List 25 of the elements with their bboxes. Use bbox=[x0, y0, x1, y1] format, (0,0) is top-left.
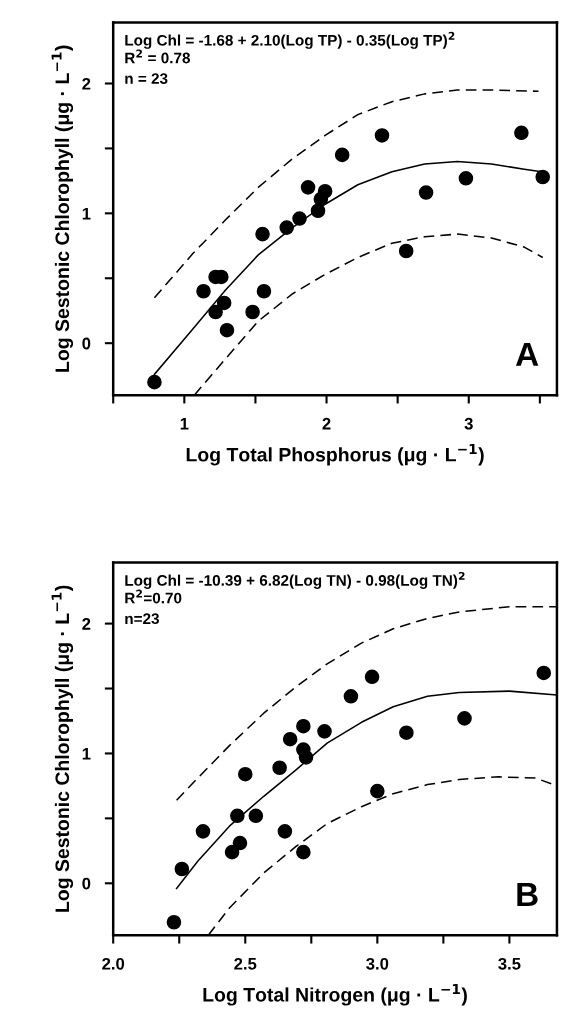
x-axis-title: Log Total Nitrogen (μg · L$^{−1}$) bbox=[203, 984, 467, 1006]
x-tick-label: 2.0 bbox=[102, 957, 125, 970]
y-tick-label: 0 bbox=[82, 337, 91, 350]
annotation: A bbox=[515, 342, 539, 366]
x-tick-label: 3.5 bbox=[498, 957, 521, 970]
annotation: B bbox=[517, 883, 538, 906]
y-tick-label: 2 bbox=[82, 618, 91, 630]
annotation: R$^{2}$ = 0.78 bbox=[125, 49, 191, 64]
y-axis-title: Log Sestonic Chlorophyll (μg · L$^{−1}$) bbox=[51, 585, 74, 912]
annotation: Log Chl = -1.68 + 2.10(Log TP) - 0.35(Log TP)$^{2}$ bbox=[125, 31, 455, 49]
x-tick-label: 3 bbox=[464, 417, 473, 430]
annotation: n = 23 bbox=[125, 73, 168, 85]
x-tick-label: 2.5 bbox=[234, 957, 257, 970]
annotation: R$^{2}$=0.70 bbox=[125, 589, 182, 604]
x-tick-label: 2 bbox=[322, 417, 331, 430]
x-axis-title: Log Total Phosphorus (μg · L$^{−1}$) bbox=[186, 444, 484, 466]
annotation: Log Chl = -10.39 + 6.82(Log TN) - 0.98(Log TN)$^{2}$ bbox=[125, 571, 465, 589]
y-tick-label: 0 bbox=[82, 877, 91, 890]
x-tick-label: 1 bbox=[180, 417, 189, 430]
y-tick-label: 2 bbox=[82, 77, 91, 90]
x-tick-label: 3.0 bbox=[366, 957, 389, 970]
y-tick-label: 1 bbox=[82, 748, 91, 760]
y-axis-title: Log Sestonic Chlorophyll (μg · L$^{−1}$) bbox=[51, 45, 74, 372]
y-tick-label: 1 bbox=[82, 207, 91, 220]
annotation: n=23 bbox=[125, 613, 159, 625]
